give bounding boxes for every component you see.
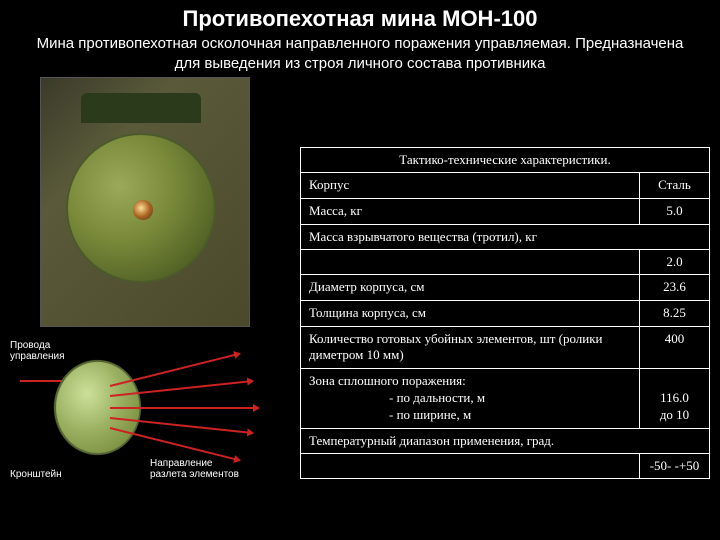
mine-photo bbox=[40, 77, 250, 327]
right-column: Тактико-технические характеристики. Корп… bbox=[290, 77, 710, 479]
table-row-value: 5.0 bbox=[640, 198, 710, 224]
table-row-label: Масса, кг bbox=[301, 198, 640, 224]
table-row-value: Сталь bbox=[640, 173, 710, 199]
photo-bracket bbox=[81, 93, 201, 123]
content-area: Провода управления Кронштейн Направление… bbox=[0, 77, 720, 479]
page-subtitle: Мина противопехотная осколочная направле… bbox=[0, 34, 720, 77]
table-row-label: Количество готовых убойных элементов, шт… bbox=[301, 326, 640, 369]
left-column: Провода управления Кронштейн Направление… bbox=[10, 77, 290, 479]
table-row-empty bbox=[301, 454, 640, 479]
table-row-value: 2.0 bbox=[640, 249, 710, 274]
photo-disc bbox=[66, 133, 216, 283]
label-wire: Провода управления bbox=[10, 340, 80, 362]
table-row-value: 400 bbox=[640, 326, 710, 369]
table-row-value: 8.25 bbox=[640, 300, 710, 326]
table-row-label: Корпус bbox=[301, 173, 640, 199]
spec-table: Тактико-технические характеристики. Корп… bbox=[300, 147, 710, 479]
table-row-label: Температурный диапазон применения, град. bbox=[301, 429, 710, 454]
table-row-value: -50- -+50 bbox=[640, 454, 710, 479]
table-row-label: Толщина корпуса, см bbox=[301, 300, 640, 326]
photo-center bbox=[133, 200, 153, 220]
fragment-ray bbox=[110, 427, 237, 460]
table-row-empty bbox=[301, 249, 640, 274]
table-row-value: 23.6 bbox=[640, 274, 710, 300]
page-title: Противопехотная мина МОН-100 bbox=[0, 0, 720, 34]
table-row-value: 116.0до 10 bbox=[640, 369, 710, 429]
table-row-label: Зона сплошного поражения:- по дальности,… bbox=[301, 369, 640, 429]
diagram: Провода управления Кронштейн Направление… bbox=[10, 335, 270, 475]
fragment-ray bbox=[110, 407, 255, 409]
label-bracket: Кронштейн bbox=[10, 469, 62, 480]
label-direction: Направление разлета элементов bbox=[150, 458, 240, 480]
fragment-ray bbox=[110, 354, 237, 387]
table-row-label: Масса взрывчатого вещества (тротил), кг bbox=[301, 224, 710, 249]
table-row-label: Диаметр корпуса, см bbox=[301, 274, 640, 300]
table-header: Тактико-технические характеристики. bbox=[301, 148, 710, 173]
